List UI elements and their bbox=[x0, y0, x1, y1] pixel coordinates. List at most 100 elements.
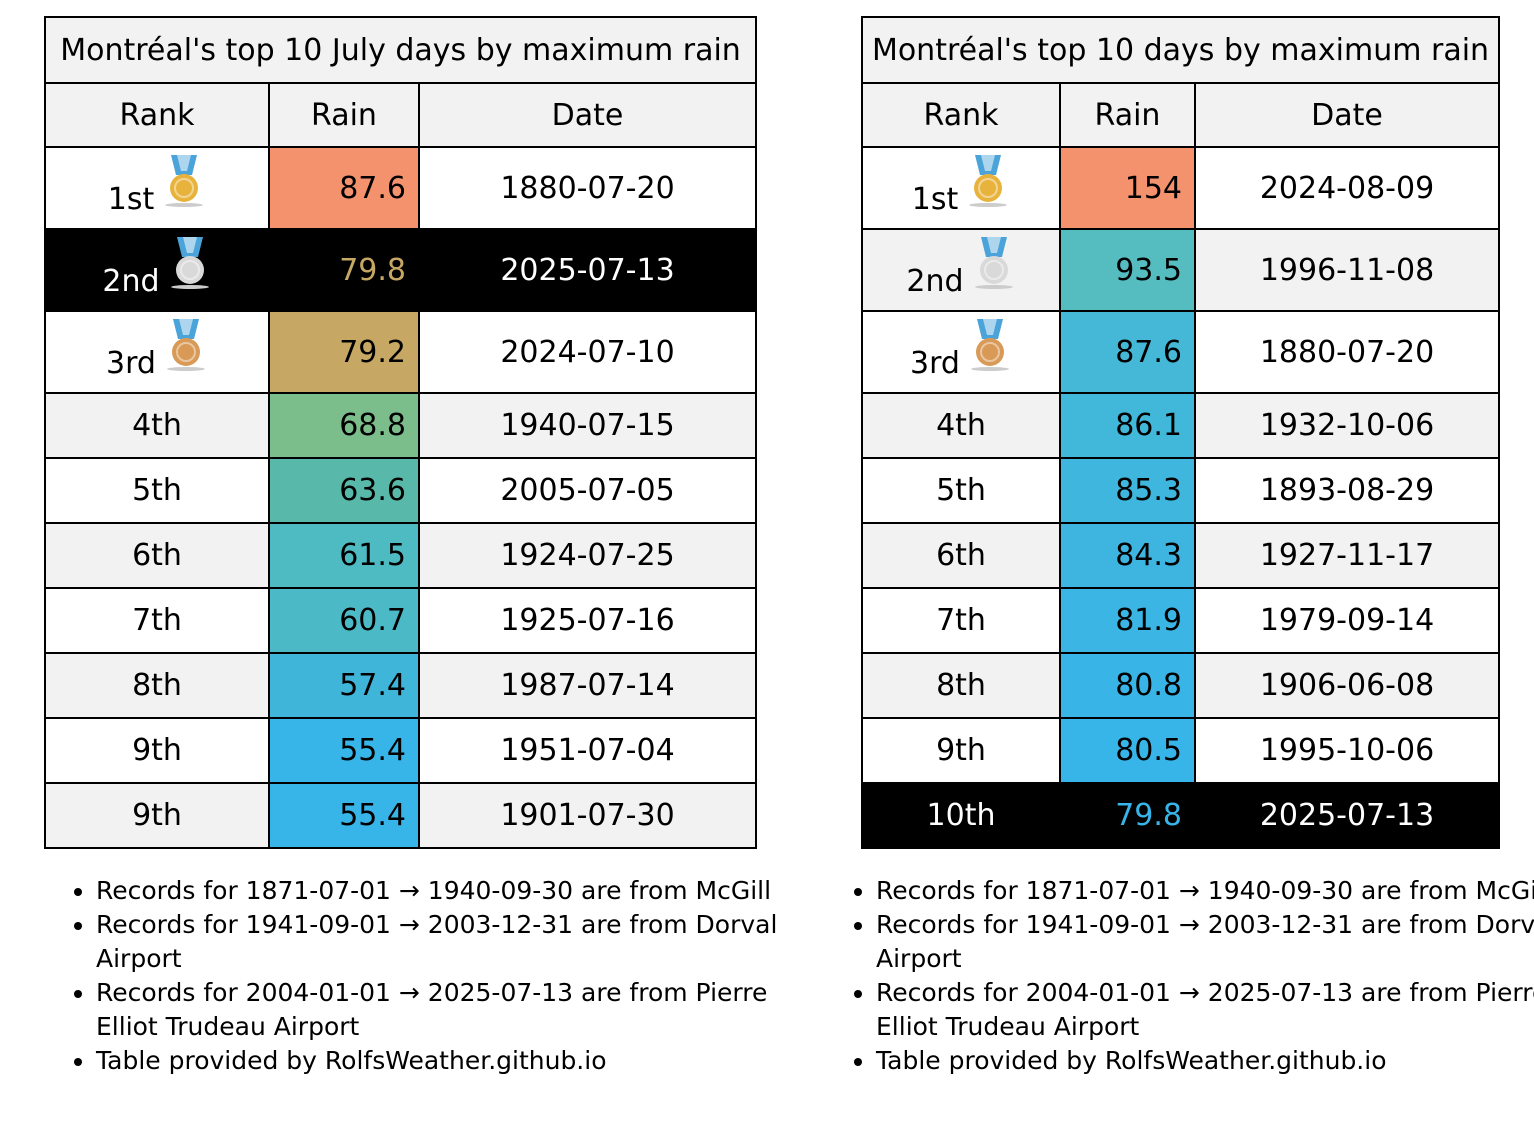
rain-value: 55.4 bbox=[268, 717, 420, 784]
rank-label: 9th bbox=[936, 733, 986, 768]
date-value: 1940-07-15 bbox=[417, 392, 758, 459]
left-panel: Montréal's top 10 July days by maximum r… bbox=[43, 16, 758, 849]
date-value: 1987-07-14 bbox=[417, 652, 758, 719]
table-body: 1st 154 2024-08-09 2nd 93.5 1996-11-08 3rd 87.6… bbox=[861, 146, 1500, 849]
silver-medal-icon bbox=[972, 235, 1016, 291]
date-value: 2024-08-09 bbox=[1194, 146, 1500, 230]
date-value: 2025-07-13 bbox=[417, 228, 758, 312]
date-header: Date bbox=[1194, 82, 1500, 148]
rank-cell: 4th bbox=[861, 392, 1061, 459]
table-row: 7th 60.7 1925-07-16 bbox=[44, 587, 758, 654]
date-value: 1924-07-25 bbox=[417, 522, 758, 589]
rain-value: 79.8 bbox=[268, 228, 420, 312]
bronze-medal-icon bbox=[968, 317, 1012, 373]
source-note: Table provided by RolfsWeather.github.io bbox=[96, 1044, 786, 1078]
gold-medal-icon bbox=[966, 153, 1010, 209]
date-value: 1925-07-16 bbox=[417, 587, 758, 654]
table-row: 2nd 79.8 2025-07-13 bbox=[44, 228, 758, 312]
rank-label: 5th bbox=[132, 473, 182, 508]
table-body: 1st 87.6 1880-07-20 2nd 79.8 2025-07-13 3rd 79.… bbox=[44, 146, 758, 849]
rank-label: 3rd bbox=[106, 346, 156, 381]
rank-cell: 10th bbox=[861, 782, 1061, 849]
source-notes-list: Records for 1871-07-01 → 1940-09-30 are … bbox=[824, 874, 1534, 1078]
all-days-rain-table: Montréal's top 10 days by maximum rain R… bbox=[861, 16, 1500, 849]
table-row: 9th 55.4 1901-07-30 bbox=[44, 782, 758, 849]
rank-cell: 8th bbox=[861, 652, 1061, 719]
rain-value: 87.6 bbox=[1059, 310, 1196, 394]
rain-value: 81.9 bbox=[1059, 587, 1196, 654]
bronze-medal-icon bbox=[164, 317, 208, 373]
rank-cell: 9th bbox=[44, 717, 270, 784]
rank-cell: 7th bbox=[861, 587, 1061, 654]
table-title: Montréal's top 10 days by maximum rain bbox=[861, 16, 1500, 84]
table-row: 5th 85.3 1893-08-29 bbox=[861, 457, 1500, 524]
rain-value: 55.4 bbox=[268, 782, 420, 849]
table-row: 1st 87.6 1880-07-20 bbox=[44, 146, 758, 230]
gold-medal-icon bbox=[162, 153, 206, 209]
rank-cell: 2nd bbox=[44, 228, 270, 312]
rain-value: 63.6 bbox=[268, 457, 420, 524]
rank-label: 8th bbox=[936, 668, 986, 703]
source-note: Records for 1941-09-01 → 2003-12-31 are … bbox=[876, 908, 1534, 976]
rank-cell: 5th bbox=[861, 457, 1061, 524]
rank-cell: 8th bbox=[44, 652, 270, 719]
date-value: 2005-07-05 bbox=[417, 457, 758, 524]
rank-label: 9th bbox=[132, 733, 182, 768]
date-value: 2025-07-13 bbox=[1194, 782, 1500, 849]
rank-cell: 2nd bbox=[861, 228, 1061, 312]
rain-value: 87.6 bbox=[268, 146, 420, 230]
rain-header: Rain bbox=[1059, 82, 1196, 148]
rank-label: 3rd bbox=[910, 346, 960, 381]
rank-cell: 7th bbox=[44, 587, 270, 654]
rain-value: 86.1 bbox=[1059, 392, 1196, 459]
rank-label: 7th bbox=[132, 603, 182, 638]
rank-label: 1st bbox=[911, 182, 959, 217]
table-row: 1st 154 2024-08-09 bbox=[861, 146, 1500, 230]
date-value: 1893-08-29 bbox=[1194, 457, 1500, 524]
rank-cell: 9th bbox=[861, 717, 1061, 784]
rank-label: 7th bbox=[936, 603, 986, 638]
rank-cell: 3rd bbox=[861, 310, 1061, 394]
rank-cell: 4th bbox=[44, 392, 270, 459]
date-value: 1951-07-04 bbox=[417, 717, 758, 784]
rain-value: 154 bbox=[1059, 146, 1196, 230]
rain-value: 68.8 bbox=[268, 392, 420, 459]
rain-value: 80.8 bbox=[1059, 652, 1196, 719]
table-row: 10th 79.8 2025-07-13 bbox=[861, 782, 1500, 849]
table-row: 7th 81.9 1979-09-14 bbox=[861, 587, 1500, 654]
rank-label: 10th bbox=[926, 798, 996, 833]
rank-label: 2nd bbox=[906, 264, 964, 299]
rain-value: 80.5 bbox=[1059, 717, 1196, 784]
rank-label: 8th bbox=[132, 668, 182, 703]
rank-cell: 1st bbox=[44, 146, 270, 230]
rain-value: 79.8 bbox=[1059, 782, 1196, 849]
table-row: 9th 55.4 1951-07-04 bbox=[44, 717, 758, 784]
source-note: Records for 1941-09-01 → 2003-12-31 are … bbox=[96, 908, 786, 976]
table-row: 8th 80.8 1906-06-08 bbox=[861, 652, 1500, 719]
date-header: Date bbox=[417, 82, 758, 148]
rain-value: 57.4 bbox=[268, 652, 420, 719]
rank-label: 1st bbox=[107, 182, 155, 217]
date-value: 1979-09-14 bbox=[1194, 587, 1500, 654]
rank-cell: 6th bbox=[44, 522, 270, 589]
source-note: Records for 2004-01-01 → 2025-07-13 are … bbox=[96, 976, 786, 1044]
rank-cell: 1st bbox=[861, 146, 1061, 230]
rank-cell: 5th bbox=[44, 457, 270, 524]
rain-value: 60.7 bbox=[268, 587, 420, 654]
date-value: 1906-06-08 bbox=[1194, 652, 1500, 719]
rank-label: 2nd bbox=[102, 264, 160, 299]
table-row: 5th 63.6 2005-07-05 bbox=[44, 457, 758, 524]
table-row: 9th 80.5 1995-10-06 bbox=[861, 717, 1500, 784]
date-value: 1927-11-17 bbox=[1194, 522, 1500, 589]
table-title: Montréal's top 10 July days by maximum r… bbox=[43, 16, 758, 84]
rank-label: 5th bbox=[936, 473, 986, 508]
rank-label: 6th bbox=[132, 538, 182, 573]
table-row: 2nd 93.5 1996-11-08 bbox=[861, 228, 1500, 312]
rank-cell: 3rd bbox=[44, 310, 270, 394]
table-row: 3rd 87.6 1880-07-20 bbox=[861, 310, 1500, 394]
rain-value: 85.3 bbox=[1059, 457, 1196, 524]
table-row: 4th 86.1 1932-10-06 bbox=[861, 392, 1500, 459]
date-value: 1932-10-06 bbox=[1194, 392, 1500, 459]
rank-label: 4th bbox=[132, 408, 182, 443]
rank-label: 9th bbox=[132, 798, 182, 833]
